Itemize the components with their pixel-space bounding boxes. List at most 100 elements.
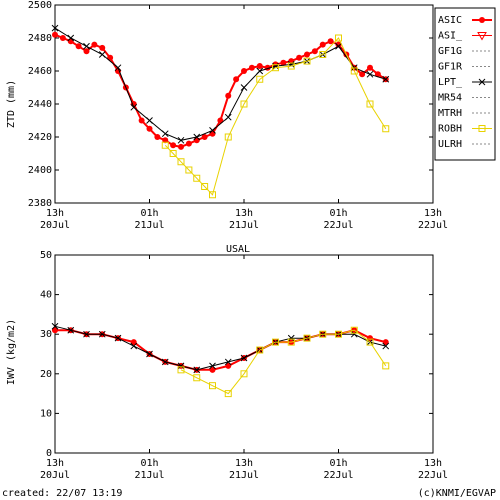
bottom-point-robh <box>350 326 358 334</box>
top-point-robh <box>272 64 279 72</box>
top-xtick-label: 01h <box>329 208 347 219</box>
top-point-lpt <box>272 62 279 70</box>
bottom-ytick-label: 20 <box>40 369 52 380</box>
top-point-asic <box>327 38 334 45</box>
top-ytick-label: 2460 <box>28 66 52 77</box>
top-xtick-label-date: 22Jul <box>418 220 448 231</box>
bottom-point-lpt <box>161 358 169 366</box>
legend-marker-lpt <box>478 78 486 86</box>
bottom-xtick-label-date: 21Jul <box>229 470 259 481</box>
bottom-point-robh <box>240 370 248 378</box>
top-point-lpt <box>335 42 342 50</box>
footer-created: created: 22/07 13:19 <box>2 488 122 499</box>
legend-label-lpt: LPT_ <box>438 77 463 88</box>
top-point-asic <box>233 76 240 83</box>
legend-label-asi: ASI_ <box>438 31 463 42</box>
bottom-point-lpt <box>240 354 248 362</box>
top-point-asic <box>304 51 310 58</box>
bottom-ytick-label: 50 <box>40 250 52 261</box>
bottom-point-robh <box>382 362 390 370</box>
top-ylabel: ZTD (mm) <box>6 80 17 128</box>
legend-marker-robh <box>478 125 486 132</box>
top-xtick-label-date: 21Jul <box>229 220 259 231</box>
top-point-robh <box>185 166 193 174</box>
legend-marker-asic <box>479 17 485 23</box>
top-point-asic <box>241 68 247 74</box>
bottom-point-lpt <box>287 334 295 342</box>
top-point-asic <box>75 43 82 50</box>
top-point-asic <box>256 63 263 70</box>
top-point-robh <box>382 125 390 133</box>
bottom-point-robh <box>366 338 374 346</box>
top-xtick-label: 13h <box>46 208 64 219</box>
bottom-point-asic <box>52 327 58 334</box>
top-point-asic <box>248 64 255 71</box>
bottom-point-lpt <box>98 330 106 338</box>
bottom-title: USAL <box>226 244 250 255</box>
top-ytick-label: 2420 <box>28 132 52 143</box>
top-point-robh <box>319 51 327 58</box>
bottom-point-robh <box>177 366 185 374</box>
top-point-lpt <box>146 117 153 124</box>
top-point-lpt <box>193 133 201 141</box>
top-point-lpt <box>114 64 122 72</box>
legend-marker-asi <box>477 32 487 41</box>
top-point-asic <box>154 134 161 140</box>
bottom-point-lpt <box>193 366 201 374</box>
bottom-point-lpt <box>146 350 153 358</box>
bottom-point-robh <box>335 330 342 338</box>
top-point-lpt <box>256 67 264 75</box>
bottom-xtick-label: 01h <box>140 458 158 469</box>
top-point-asic <box>296 54 303 61</box>
top-point-robh <box>256 75 264 83</box>
legend-label-ulrh: ULRH <box>438 139 462 150</box>
legend-label-mr54: MR54 <box>438 93 462 104</box>
bottom-xtick-label: 13h <box>424 458 442 469</box>
top-point-lpt <box>67 34 75 42</box>
bottom-point-lpt <box>209 362 216 370</box>
bottom-point-robh <box>303 334 311 342</box>
bottom-point-asic <box>209 366 216 373</box>
bottom-ytick-label: 40 <box>40 290 52 301</box>
bottom-xtick-label: 13h <box>46 458 64 469</box>
top-point-robh <box>240 100 248 108</box>
top-point-asic <box>193 137 200 144</box>
top-series-line-lpt <box>54 27 386 141</box>
top-point-robh <box>209 191 216 199</box>
bottom-point-lpt <box>130 342 138 350</box>
top-point-asic <box>146 125 153 132</box>
top-point-asic <box>311 48 318 55</box>
legend: ASIC ASI_ GF1G GF1R LPT_ MR54 MTRH ROBH ULRH <box>434 7 496 161</box>
top-point-asic <box>367 64 373 71</box>
legend-label-mtrh: MTRH <box>438 108 462 119</box>
top-point-lpt <box>240 84 248 91</box>
top-point-asic <box>185 140 192 147</box>
bottom-plot-frame <box>54 254 434 454</box>
top-point-robh <box>177 158 185 166</box>
top-ytick-label: 2480 <box>28 33 52 44</box>
bottom-point-lpt <box>177 362 185 370</box>
bottom-xtick-label-date: 21Jul <box>134 470 164 481</box>
top-point-lpt <box>224 113 232 121</box>
bottom-point-lpt <box>224 358 232 366</box>
bottom-xtick-label: 01h <box>329 458 347 469</box>
top-point-robh <box>303 57 311 65</box>
top-point-asic <box>225 92 232 99</box>
top-point-asic <box>201 134 208 140</box>
bottom-point-robh <box>193 374 201 382</box>
footer-credit: (c)KNMI/EGVAP <box>418 488 496 499</box>
bottom-xtick-label: 13h <box>235 458 253 469</box>
bottom-point-lpt <box>67 326 75 334</box>
bottom-point-robh <box>224 390 232 398</box>
bottom-point-robh <box>287 338 295 346</box>
top-point-asic <box>359 71 366 78</box>
bottom-ytick-label: 0 <box>46 448 52 459</box>
top-point-asic <box>99 44 106 51</box>
bottom-point-robh <box>319 330 327 338</box>
top-ytick-label: 2440 <box>28 99 52 110</box>
top-point-asic <box>319 41 326 48</box>
top-xtick-label: 01h <box>140 208 158 219</box>
top-ytick-label: 2380 <box>28 198 52 209</box>
bottom-xtick-label-date: 22Jul <box>418 470 448 481</box>
